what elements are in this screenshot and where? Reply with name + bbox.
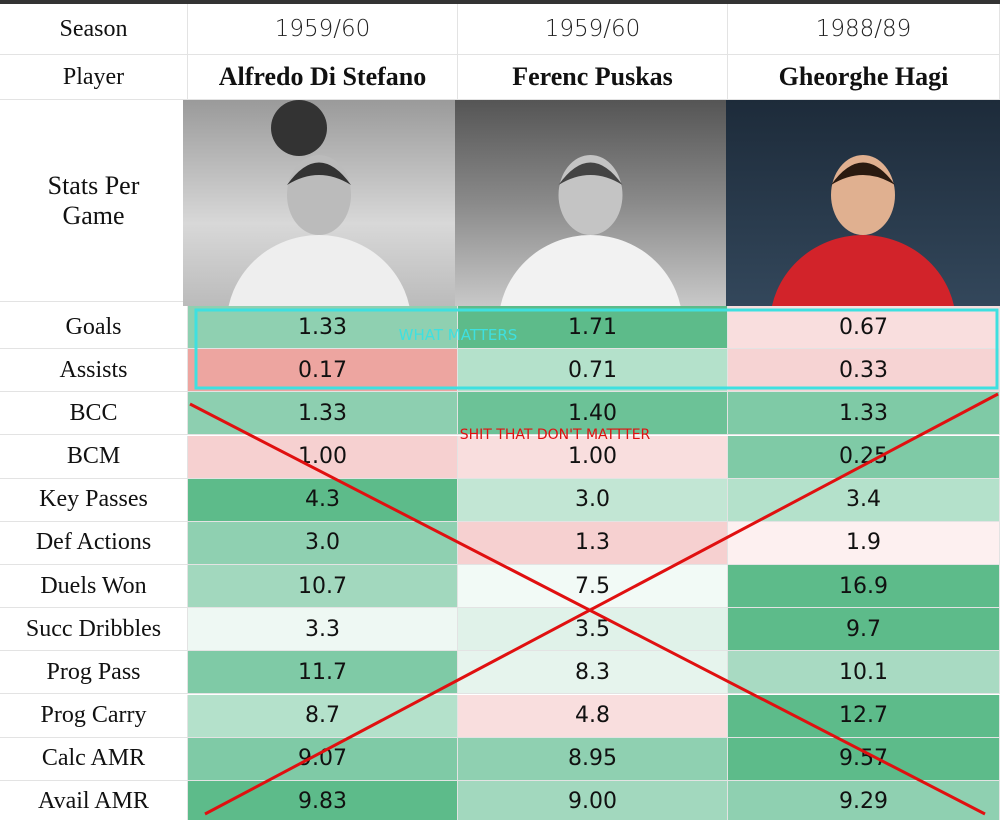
season: 1959/60: [458, 4, 728, 55]
stat-value: 16.9: [728, 565, 1000, 609]
stat-label: Prog Pass: [0, 651, 188, 695]
player-photo: [183, 100, 455, 306]
stat-label: Duels Won: [0, 565, 188, 609]
stat-value: 4.8: [458, 694, 728, 738]
stat-value: 1.9: [728, 521, 1000, 565]
stat-value: 9.7: [728, 608, 1000, 652]
player-photo: [726, 100, 1000, 306]
stat-value: 3.3: [188, 608, 458, 652]
stat-value: 0.67: [728, 306, 1000, 350]
highlight-label: WHAT MATTERS: [399, 326, 518, 344]
annotation-layer: WHAT MATTERS SHIT THAT DON'T MATTTER: [189, 308, 999, 816]
player: Ferenc Puskas: [458, 55, 728, 100]
player-photo: [455, 100, 726, 306]
stat-value: 10.7: [188, 565, 458, 609]
season: 1959/60: [188, 4, 458, 55]
player: Gheorghe Hagi: [728, 55, 1000, 100]
strike-line: [204, 392, 999, 816]
row-label: Season: [0, 4, 188, 55]
stat-value: 11.7: [188, 651, 458, 695]
stat-label: Succ Dribbles: [0, 608, 188, 652]
player: Alfredo Di Stefano: [188, 55, 458, 100]
stat-value: 10.1: [728, 651, 1000, 695]
player-silhouette: [228, 100, 410, 306]
stat-label: Goals: [0, 306, 188, 350]
stat-label: BCC: [0, 392, 188, 436]
stat-value: 12.7: [728, 694, 1000, 738]
player-silhouette: [500, 155, 681, 306]
strike-line: [189, 402, 986, 816]
stat-value: 1.00: [458, 435, 728, 479]
stat-value: 1.3: [458, 521, 728, 565]
stat-value: 0.71: [458, 349, 728, 393]
stat-value: 4.3: [188, 478, 458, 522]
stat-value: 0.17: [188, 349, 458, 393]
stat-label: Avail AMR: [0, 780, 188, 820]
stat-label: BCM: [0, 435, 188, 479]
stat-value: 1.40: [458, 392, 728, 436]
stat-label: Calc AMR: [0, 737, 188, 781]
stat-value: 1.33: [728, 392, 1000, 436]
stat-value: 0.25: [728, 435, 1000, 479]
stat-value: 3.0: [458, 478, 728, 522]
stat-value: 1.33: [188, 306, 458, 350]
stat-value: 1.00: [188, 435, 458, 479]
stat-value: 8.95: [458, 737, 728, 781]
stat-value: 9.00: [458, 780, 728, 820]
stat-value: 9.83: [188, 780, 458, 820]
stat-label: Assists: [0, 349, 188, 393]
highlight-box: [194, 308, 999, 390]
strike-label: SHIT THAT DON'T MATTTER: [460, 427, 651, 443]
stat-label: Prog Carry: [0, 694, 188, 738]
player-silhouette: [771, 155, 955, 306]
row-label: Player: [0, 55, 188, 100]
stat-label: Def Actions: [0, 521, 188, 565]
stat-value: 3.0: [188, 521, 458, 565]
stat-value: 1.71: [458, 306, 728, 350]
stat-label: Key Passes: [0, 478, 188, 522]
stat-value: 9.29: [728, 780, 1000, 820]
stat-value: 0.33: [728, 349, 1000, 393]
stat-value: 8.7: [188, 694, 458, 738]
stat-value: 3.5: [458, 608, 728, 652]
stat-value: 1.33: [188, 392, 458, 436]
